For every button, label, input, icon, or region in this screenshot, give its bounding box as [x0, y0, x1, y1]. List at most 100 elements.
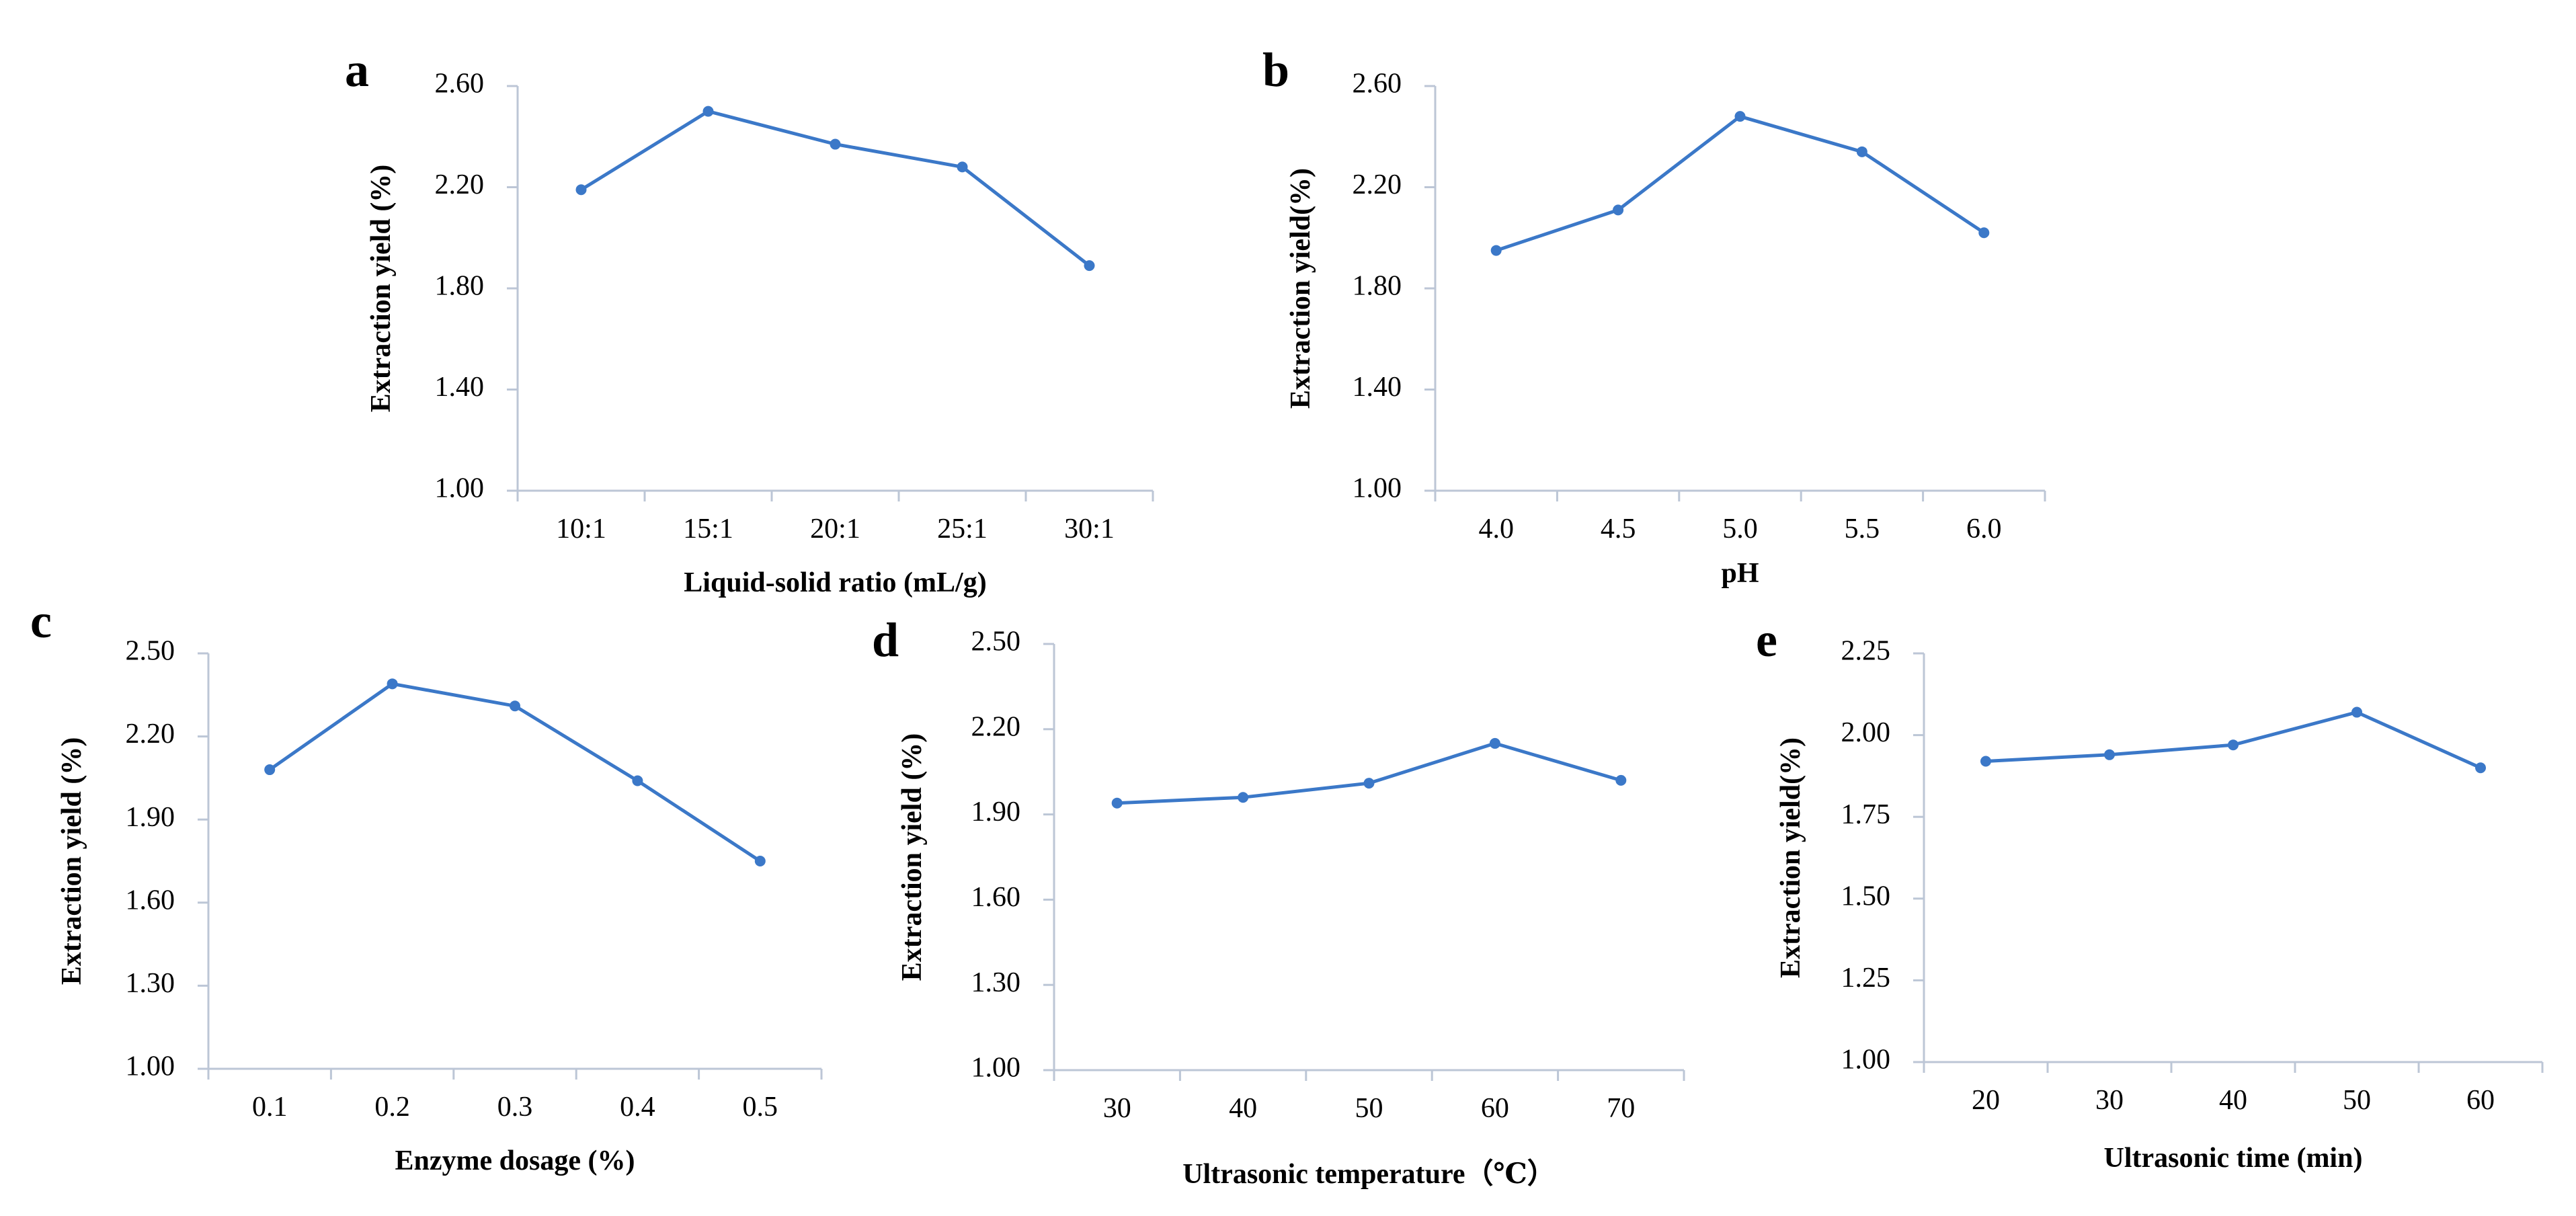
y-tick-label: 2.25	[1841, 636, 1891, 667]
data-point	[1856, 146, 1867, 157]
panel-label: c	[30, 594, 52, 648]
chart-panel-c: c 1.00 1.30 1.60 1.90 2.20 2.50 0.1 0.2 0.3 0.4 0.5…	[30, 594, 823, 1176]
x-tick-label: 4.5	[1601, 514, 1636, 544]
y-tick-label: 2.60	[435, 69, 485, 99]
x-axis-title: Ultrasonic time (min)	[2104, 1143, 2363, 1174]
x-tick-label: 0.2	[374, 1092, 410, 1123]
data-point	[1084, 260, 1095, 272]
x-tick-label: 5.5	[1845, 514, 1880, 544]
data-point	[1978, 227, 1990, 239]
x-axis-title: Enzyme dosage (%)	[395, 1145, 635, 1176]
x-tick-label: 50	[1355, 1093, 1383, 1124]
panel-label: e	[1756, 613, 1777, 667]
data-point	[1238, 792, 1249, 803]
chart-panel-e: e 1.00 1.25 1.50 1.75 2.00 2.25 20 30 40 50 60 Ultra…	[1756, 613, 2544, 1174]
y-axis-title: Extraction yield(%)	[1285, 168, 1316, 409]
y-tick-label: 1.25	[1841, 963, 1891, 994]
data-point	[2351, 706, 2362, 718]
y-axis-title: Extraction yield (%)	[897, 733, 928, 981]
y-tick-label: 1.80	[1353, 271, 1402, 302]
y-tick-label: 2.20	[971, 711, 1021, 742]
x-tick-label: 60	[2466, 1085, 2495, 1116]
data-point	[1111, 797, 1123, 809]
y-tick-label: 1.50	[1841, 881, 1891, 911]
y-tick-label: 1.00	[435, 473, 485, 504]
y-tick-label: 2.60	[1353, 69, 1402, 99]
data-point	[1615, 774, 1627, 786]
data-point	[957, 161, 968, 173]
panel-label: d	[872, 613, 899, 667]
y-tick-label: 1.30	[971, 967, 1021, 998]
y-tick-label: 1.40	[435, 372, 485, 403]
x-tick-label: 40	[1229, 1093, 1257, 1124]
x-axis-title: Ultrasonic temperature（℃）	[1182, 1158, 1556, 1190]
x-tick-label: 40	[2219, 1085, 2247, 1116]
chart-panel-d: d 1.00 1.30 1.60 1.90 2.20 2.50 30 40 50 60 70 Ultra…	[872, 613, 1685, 1190]
data-point	[830, 138, 841, 150]
y-tick-label: 1.00	[971, 1053, 1021, 1084]
data-point	[1489, 737, 1500, 749]
y-tick-label: 1.30	[126, 968, 175, 999]
x-tick-label: 60	[1481, 1093, 1509, 1124]
data-point	[387, 678, 398, 690]
y-tick-label: 2.50	[971, 626, 1021, 657]
data-point	[1613, 204, 1624, 216]
series-line	[1494, 114, 1986, 253]
y-tick-label: 1.90	[971, 797, 1021, 827]
x-tick-label: 30	[1103, 1093, 1131, 1124]
data-point	[702, 106, 714, 117]
x-tick-label: 25:1	[937, 514, 988, 544]
chart-panel-a: a 1.00 1.40 1.80 2.20 2.60 10:1 15:1 20:1 25:1 30:…	[345, 43, 1154, 598]
x-axis-title: Liquid-solid ratio (mL/g)	[684, 567, 986, 598]
y-tick-label: 1.40	[1353, 372, 1402, 403]
x-tick-label: 70	[1607, 1093, 1635, 1124]
data-point	[1490, 245, 1502, 256]
y-tick-label: 1.00	[126, 1051, 175, 1082]
y-axis-title: Extraction yield (%)	[366, 165, 397, 413]
x-tick-label: 5.0	[1722, 514, 1758, 544]
x-tick-label: 10:1	[556, 514, 606, 544]
chart-panel-b: b 1.00 1.40 1.80 2.20 2.60 4.0 4.5 5.0 5.5 6.0 pH Ex…	[1262, 43, 2046, 589]
y-tick-label: 2.00	[1841, 717, 1891, 748]
y-axis-title: Extraction yield(%)	[1775, 737, 1806, 978]
data-point	[2475, 762, 2486, 774]
panel-label: a	[345, 43, 369, 97]
y-tick-label: 1.00	[1841, 1045, 1891, 1076]
data-point	[2228, 739, 2239, 751]
data-point	[264, 764, 276, 776]
x-axis-title: pH	[1721, 558, 1759, 589]
data-point	[1980, 756, 1991, 767]
x-tick-label: 30:1	[1064, 514, 1115, 544]
y-tick-label: 1.60	[126, 885, 175, 916]
x-tick-label: 4.0	[1478, 514, 1514, 544]
y-tick-label: 1.80	[435, 271, 485, 302]
x-tick-label: 20:1	[810, 514, 860, 544]
y-axis-title: Extraction yield (%)	[56, 737, 87, 985]
panel-label: b	[1262, 43, 1289, 97]
data-point	[754, 856, 766, 866]
data-point	[575, 184, 587, 196]
x-tick-label: 50	[2343, 1085, 2371, 1116]
x-tick-label: 0.5	[743, 1092, 778, 1123]
data-point	[510, 700, 520, 712]
data-point	[1734, 111, 1746, 122]
y-tick-label: 2.20	[435, 169, 485, 200]
x-tick-label: 20	[1972, 1085, 2000, 1116]
x-tick-label: 6.0	[1966, 514, 2002, 544]
x-tick-label: 0.4	[620, 1092, 655, 1123]
x-tick-label: 30	[2095, 1085, 2124, 1116]
data-point	[2104, 749, 2115, 760]
y-tick-label: 1.60	[971, 882, 1021, 913]
data-point	[1363, 778, 1375, 789]
y-tick-label: 2.20	[1353, 169, 1402, 200]
y-tick-label: 2.50	[126, 636, 175, 667]
data-point	[632, 775, 643, 786]
x-tick-label: 0.3	[497, 1092, 533, 1123]
y-tick-label: 1.00	[1353, 473, 1402, 504]
series-line	[579, 110, 1091, 268]
y-tick-label: 2.20	[126, 719, 175, 749]
x-tick-label: 15:1	[683, 514, 733, 544]
x-tick-label: 0.1	[252, 1092, 288, 1123]
y-tick-label: 1.75	[1841, 799, 1891, 830]
series-line	[1115, 741, 1623, 805]
